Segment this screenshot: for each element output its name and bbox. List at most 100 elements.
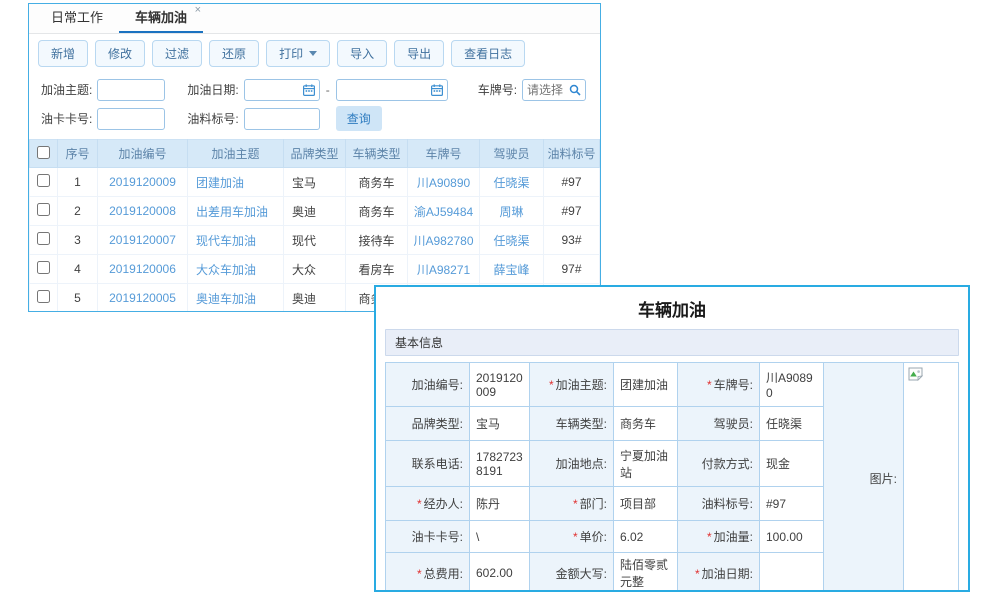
cell-subject-link[interactable]: 现代车加油 (196, 233, 257, 248)
print-button[interactable]: 打印 (266, 40, 331, 67)
cell-code-link[interactable]: 2019120009 (109, 175, 176, 189)
calendar-icon[interactable] (430, 83, 443, 96)
cell-driver-link[interactable]: 薛宝峰 (493, 262, 530, 277)
tab-vehicle-refuel-label: 车辆加油 (135, 10, 188, 25)
cell-plate-link[interactable]: 川A98271 (416, 262, 471, 277)
field-label: * 总费用: (385, 552, 470, 590)
field-value: 团建加油 (613, 362, 678, 407)
cell-driver-link[interactable]: 任晓渠 (493, 175, 530, 190)
cell-code-link[interactable]: 2019120007 (109, 233, 176, 247)
close-icon[interactable]: × (194, 4, 202, 16)
tab-vehicle-refuel[interactable]: 车辆加油 × (119, 4, 204, 33)
row-checkbox[interactable] (37, 232, 50, 245)
field-label: 联系电话: (385, 440, 470, 487)
col-vtype: 车辆类型 (345, 139, 408, 168)
cell-subject-link[interactable]: 大众车加油 (196, 262, 257, 277)
table-row: 3 2019120007 现代车加油 现代 接待车 川A982780 任晓渠 9… (29, 225, 600, 255)
plate-picker-input[interactable] (522, 78, 587, 101)
field-value: 川A90890 (759, 362, 824, 407)
cell-no: 4 (57, 254, 98, 284)
restore-button[interactable]: 还原 (209, 40, 260, 67)
field-value: 602.00 (469, 552, 530, 590)
field-label: 加油编号: (385, 362, 470, 407)
field-label: * 加油量: (677, 520, 760, 553)
fuel-grade-input[interactable] (243, 107, 320, 130)
col-driver: 驾驶员 (479, 139, 544, 168)
row-checkbox[interactable] (37, 203, 50, 216)
view-log-button[interactable]: 查看日志 (451, 40, 526, 67)
field-value: 任晓渠 (759, 406, 824, 441)
field-label: 品牌类型: (385, 406, 470, 441)
cell-code-link[interactable]: 2019120008 (109, 204, 176, 218)
form-row: 油卡卡号: \ * 单价: 6.02 * 加油量: 100.00 (385, 520, 959, 553)
cell-subject-link[interactable]: 出差用车加油 (196, 204, 269, 219)
select-all-checkbox[interactable] (37, 145, 50, 159)
col-plate: 车牌号 (407, 139, 480, 168)
cell-subject-link[interactable]: 奥迪车加油 (196, 291, 257, 306)
broken-image-icon (908, 367, 924, 385)
form-row: 联系电话: 17827238191 加油地点: 宁夏加油站 付款方式: 现金 (385, 440, 959, 487)
field-value (759, 552, 824, 590)
field-label: * 加油主题: (529, 362, 614, 407)
cell-subject-link[interactable]: 团建加油 (196, 175, 245, 190)
table-header-row: 序号 加油编号 加油主题 品牌类型 车辆类型 车牌号 驾驶员 油料标号 (29, 139, 600, 168)
form-row: * 经办人: 陈丹 * 部门: 项目部 油料标号: #97 (385, 486, 959, 521)
tab-daily-work[interactable]: 日常工作 (51, 10, 104, 25)
cell-driver-link[interactable]: 任晓渠 (493, 233, 530, 248)
cell-code-link[interactable]: 2019120005 (109, 291, 176, 305)
image-label: 图片: (823, 362, 904, 590)
field-label: * 部门: (529, 486, 614, 521)
add-button[interactable]: 新增 (38, 40, 89, 67)
cell-no: 3 (57, 225, 98, 255)
cell-brand: 宝马 (283, 167, 346, 197)
detail-form-table: 加油编号: 2019120009 * 加油主题: 团建加油 * 车牌号: 川A908… (385, 362, 959, 590)
cell-brand: 奥迪 (283, 283, 346, 311)
field-value: 项目部 (613, 486, 678, 521)
filter-button[interactable]: 过滤 (152, 40, 203, 67)
cell-vtype: 商务车 (345, 196, 408, 226)
field-label: * 加油日期: (677, 552, 760, 590)
edit-button[interactable]: 修改 (95, 40, 146, 67)
toolbar: 新增 修改 过滤 还原 打印 导入 导出 查看日志 (29, 34, 600, 72)
print-button-label: 打印 (279, 47, 304, 61)
card-input[interactable] (97, 107, 166, 130)
field-value: 宝马 (469, 406, 530, 441)
field-value: 17827238191 (469, 440, 530, 487)
calendar-icon[interactable] (302, 83, 315, 96)
chevron-down-icon (309, 51, 318, 56)
cell-code-link[interactable]: 2019120006 (109, 262, 176, 276)
cell-plate-link[interactable]: 川A90890 (416, 175, 471, 190)
field-value: \ (469, 520, 530, 553)
date-from-input[interactable] (243, 78, 320, 101)
search-row-2: 油卡卡号: 油料标号: 查询 (39, 104, 590, 133)
subject-label: 加油主题: (41, 83, 93, 97)
col-code: 加油编号 (97, 139, 188, 168)
refuel-list-panel: 日常工作 车辆加油 × 新增 修改 过滤 还原 打印 导入 导出 查看日志 加油… (28, 3, 601, 312)
query-button[interactable]: 查询 (335, 106, 382, 131)
col-brand: 品牌类型 (283, 139, 346, 168)
form-row: * 总费用: 602.00 金额大写: 陆佰零贰元整 * 加油日期: (385, 552, 959, 590)
field-label: * 单价: (529, 520, 614, 553)
date-to-input[interactable] (335, 78, 448, 101)
field-value: #97 (759, 486, 824, 521)
field-label: * 车牌号: (677, 362, 760, 407)
search-icon[interactable] (569, 84, 581, 96)
cell-fuel: 93# (543, 225, 600, 255)
cell-vtype: 看房车 (345, 254, 408, 284)
row-checkbox[interactable] (37, 174, 50, 187)
row-checkbox[interactable] (37, 290, 50, 303)
date-from-wrap (243, 78, 320, 101)
cell-plate-link[interactable]: 渝AJ59484 (413, 204, 474, 219)
field-label: 金额大写: (529, 552, 614, 590)
export-button[interactable]: 导出 (394, 40, 445, 67)
cell-driver-link[interactable]: 周琳 (499, 204, 524, 219)
field-value: 宁夏加油站 (613, 440, 678, 487)
search-form: 加油主题: 加油日期: - (29, 72, 600, 139)
date-range-separator: - (325, 82, 330, 97)
row-checkbox[interactable] (37, 261, 50, 274)
field-value: 现金 (759, 440, 824, 487)
cell-plate-link[interactable]: 川A982780 (413, 233, 474, 248)
image-cell (903, 362, 959, 590)
import-button[interactable]: 导入 (337, 40, 388, 67)
subject-input[interactable] (97, 78, 166, 101)
